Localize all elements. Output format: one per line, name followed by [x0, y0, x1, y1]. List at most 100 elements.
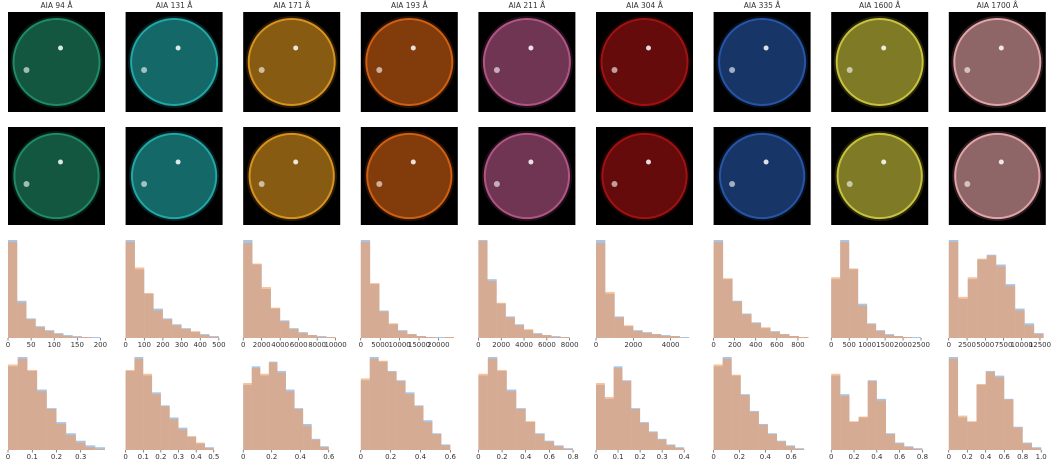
histogram-bar: [162, 319, 173, 338]
histogram-bar: [723, 278, 733, 338]
x-tick-label: 0: [829, 341, 833, 349]
histogram-bar: [554, 446, 564, 450]
solar-image: [8, 12, 105, 112]
histogram-bar: [307, 335, 318, 338]
active-region: [763, 159, 769, 165]
histogram-bar: [169, 419, 179, 450]
histogram-bar: [742, 314, 752, 338]
histogram-bar: [143, 373, 153, 450]
active-region: [763, 45, 769, 51]
x-tick-label: 0.2: [385, 453, 396, 461]
active-region: [258, 181, 265, 187]
x-tick-label: 0.4: [520, 453, 532, 461]
x-tick-label: 1.0: [1036, 453, 1047, 461]
histogram-bar: [622, 381, 632, 450]
histogram-bar: [858, 305, 868, 338]
histogram-bar: [388, 323, 399, 338]
histogram-bar: [1022, 443, 1032, 450]
histogram-bar: [326, 337, 336, 338]
histogram-bar: [761, 327, 771, 338]
histogram-bar: [1004, 399, 1014, 450]
x-tick-label: 0: [476, 453, 480, 461]
histogram-bar: [487, 358, 498, 450]
x-tick-label: 0: [123, 341, 127, 349]
x-tick-label: 2000: [894, 341, 912, 349]
x-tick-label: 0: [359, 341, 363, 349]
x-tick-label: 0.2: [496, 453, 507, 461]
column-title: AIA 1600 Å: [859, 1, 901, 10]
solar-image: [478, 127, 576, 225]
histogram-bar: [260, 373, 269, 450]
x-tick-label: 1500: [876, 341, 894, 349]
histogram-bar: [370, 283, 380, 338]
histogram-bar: [478, 373, 488, 450]
x-tick-label: 0: [711, 341, 715, 349]
histogram-bar: [209, 337, 219, 338]
histogram-bar: [605, 291, 615, 338]
histogram-bar: [35, 327, 45, 338]
x-tick-label: 0.3: [173, 453, 184, 461]
sun-disk: [953, 18, 1042, 106]
histogram-bar: [986, 255, 997, 338]
histogram-bar: [780, 334, 790, 338]
histogram-bar: [243, 383, 252, 450]
histogram-bar: [360, 378, 370, 450]
histogram-bar: [17, 358, 28, 450]
x-tick-label: 0.4: [191, 453, 203, 461]
active-region: [528, 159, 534, 165]
histogram-bar: [867, 324, 877, 338]
solar-image: [596, 12, 693, 112]
histogram-bar: [661, 336, 671, 338]
histogram-bar: [533, 334, 543, 338]
histogram-bar: [1015, 310, 1025, 338]
x-tick-label: 0.6: [786, 453, 798, 461]
active-region: [293, 159, 299, 165]
active-region: [23, 181, 30, 187]
active-region: [646, 159, 651, 165]
histogram-bar: [525, 421, 536, 450]
histogram-bar: [317, 337, 327, 338]
active-region: [141, 181, 148, 187]
histogram-bar: [876, 331, 886, 338]
x-tick-label: 2500: [958, 341, 976, 349]
histogram-bar: [243, 242, 253, 338]
histogram-bar: [596, 383, 605, 450]
histogram-bar: [414, 406, 424, 450]
histogram-bar: [795, 449, 805, 450]
x-tick-label: 0.1: [138, 453, 149, 461]
histogram-bar: [776, 441, 787, 450]
histogram-bar: [1005, 286, 1016, 338]
x-tick-label: 0.2: [635, 453, 646, 461]
x-tick-label: 0: [947, 341, 951, 349]
x-tick-label: 0.4: [980, 453, 992, 461]
histogram-bar: [441, 445, 451, 450]
histogram-bar: [252, 263, 262, 338]
histogram-bar: [732, 301, 743, 338]
histogram-bar: [360, 241, 371, 338]
histogram-bar: [831, 277, 841, 338]
x-tick-label: 2500: [912, 341, 930, 349]
x-tick-label: 800: [791, 341, 804, 349]
active-region: [58, 45, 63, 51]
x-tick-label: 0.2: [734, 453, 745, 461]
column-title: AIA 131 Å: [156, 1, 194, 10]
column-title: AIA 94 Å: [41, 1, 74, 10]
histogram-bar: [294, 409, 304, 450]
histogram-bar: [425, 337, 436, 338]
x-tick-label: 0.6: [544, 453, 556, 461]
histogram-bar: [46, 409, 57, 450]
histogram-bar: [996, 266, 1006, 338]
histogram-bar: [666, 445, 676, 450]
active-region: [175, 45, 181, 51]
histogram-bar: [903, 337, 913, 338]
x-tick-label: 100: [138, 341, 151, 349]
histogram-bar: [799, 337, 809, 338]
active-region: [881, 159, 887, 165]
sun-disk: [130, 132, 218, 220]
histogram-bar: [196, 442, 205, 450]
sun-disk: [718, 18, 807, 106]
sun-disk: [600, 18, 689, 106]
x-tick-label: 10000: [1011, 341, 1033, 349]
histogram-bar: [144, 292, 154, 338]
active-region: [881, 45, 887, 51]
